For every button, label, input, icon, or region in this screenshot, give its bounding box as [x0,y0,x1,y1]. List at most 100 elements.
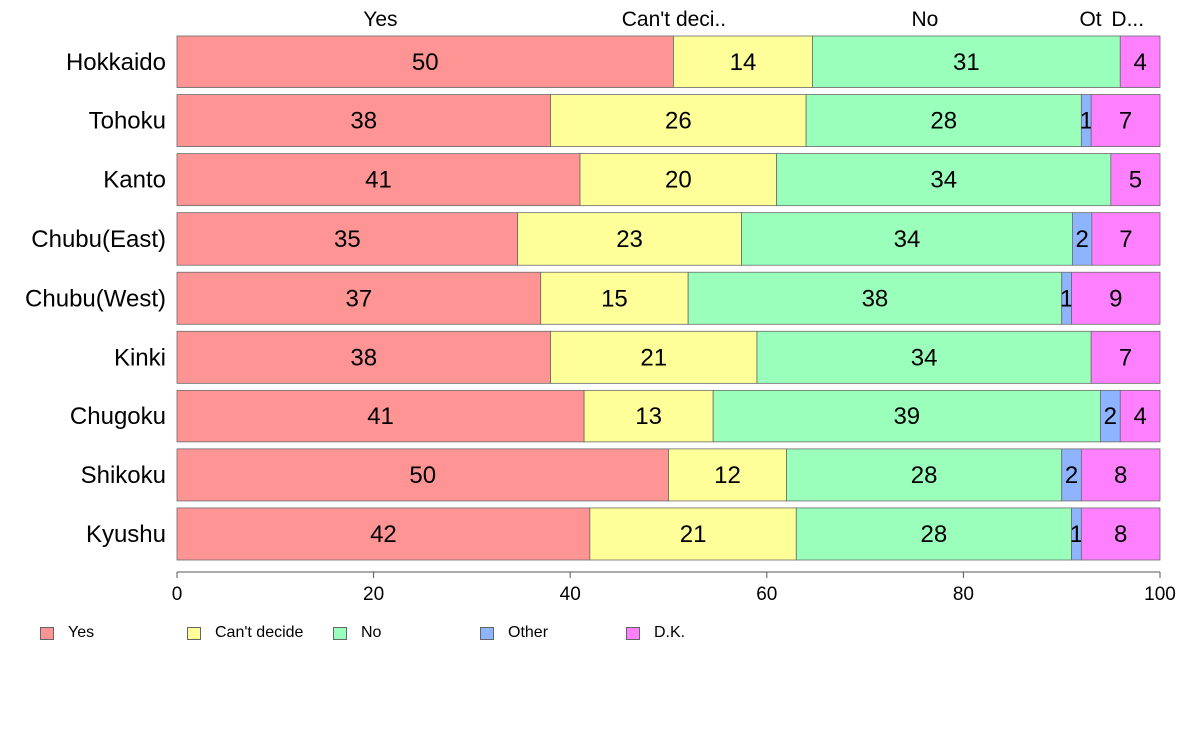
legend-label-yes: Yes [68,624,95,641]
value-label-hokkaido-d-k: 4 [1133,49,1146,76]
bar-shikoku-d-k [1080,448,1161,502]
value-label-chubu-west-d-k: 9 [1109,285,1122,312]
value-label-kanto-no: 34 [930,167,957,194]
x-tick-label-20: 20 [363,584,384,605]
legend-label-no: No [361,624,382,641]
value-label-chugoku-no: 39 [893,403,920,430]
value-label-kanto-can-t-decide: 20 [665,167,692,194]
bar-tohoku-yes [176,94,551,147]
bar-tohoku-d-k [1090,94,1161,147]
legend-item-cant-decide: Can't decide [187,622,303,644]
bar-chubu-west-yes [176,271,542,325]
category-label-hokkaido: Hokkaido [66,49,166,76]
legend-item-other: Other [480,622,548,644]
legend-swatch-other [480,626,494,640]
bar-hokkaido-d-k [1119,35,1161,88]
top-label-can-t-decide: Can't deci.. [622,8,726,31]
bar-kinki-can-t-decide [550,330,758,384]
legend: Yes Can't decide No Other D.K. [40,622,740,646]
legend-item-dk: D.K. [626,622,685,644]
bar-tohoku-no [805,94,1082,147]
legend-item-yes: Yes [40,622,94,644]
value-label-chubu-east-no: 34 [894,226,921,253]
bar-kinki-no [756,330,1092,384]
top-label-other: Ot [1079,8,1101,31]
bar-hokkaido-no [812,35,1121,88]
value-label-chubu-west-no: 38 [862,285,889,312]
category-label-tohoku: Tohoku [89,108,166,135]
bar-chugoku-can-t-decide [583,389,714,443]
legend-swatch-yes [40,626,54,640]
bar-chubu-east-no [741,212,1073,266]
value-label-shikoku-d-k: 8 [1114,462,1127,489]
legend-label-other: Other [508,624,549,641]
value-label-chubu-east-d-k: 7 [1119,226,1132,253]
value-label-shikoku-can-t-decide: 12 [714,462,741,489]
legend-swatch-dk [626,626,640,640]
x-tick-label-0: 0 [172,584,183,605]
bar-chubu-east-yes [176,212,519,266]
value-label-hokkaido-can-t-decide: 14 [730,49,757,76]
value-label-chubu-west-yes: 37 [346,285,373,312]
bar-hokkaido-yes [176,35,674,88]
x-tick-label-60: 60 [756,584,777,605]
value-label-kyushu-no: 28 [921,521,948,548]
category-label-chubu-east: Chubu(East) [31,226,166,253]
bar-kinki-d-k [1090,330,1161,384]
value-label-tohoku-other: 1 [1080,108,1093,135]
value-label-kanto-d-k: 5 [1129,167,1142,194]
value-label-hokkaido-no: 31 [953,49,980,76]
value-label-chubu-east-other: 2 [1075,226,1088,253]
bar-chubu-west-d-k [1071,271,1161,325]
legend-label-dk: D.K. [654,624,686,641]
value-label-hokkaido-yes: 50 [412,49,439,76]
value-label-shikoku-yes: 50 [409,462,436,489]
value-label-chubu-west-can-t-decide: 15 [601,285,628,312]
bar-kyushu-yes [176,507,591,561]
bar-chugoku-d-k [1119,389,1161,443]
legend-swatch-no [333,626,347,640]
value-label-kinki-d-k: 7 [1119,344,1132,371]
value-label-shikoku-other: 2 [1065,462,1078,489]
value-label-chugoku-other: 2 [1104,403,1117,430]
value-label-chubu-west-other: 1 [1060,285,1073,312]
value-label-chugoku-yes: 41 [367,403,394,430]
bar-tohoku-can-t-decide [550,94,807,147]
bar-kyushu-d-k [1080,507,1161,561]
value-label-shikoku-no: 28 [911,462,938,489]
value-label-kyushu-other: 1 [1070,521,1083,548]
x-tick-label-80: 80 [953,584,974,605]
bar-chugoku-yes [176,389,585,443]
legend-swatch-cant-decide [187,626,201,640]
bar-kinki-yes [176,330,551,384]
category-label-chubu-west: Chubu(West) [25,285,166,312]
bar-chubu-east-d-k [1091,212,1161,266]
value-label-chubu-east-can-t-decide: 23 [616,226,643,253]
bar-shikoku-can-t-decide [668,448,787,502]
value-label-chugoku-can-t-decide: 13 [635,403,662,430]
bar-chugoku-no [712,389,1101,443]
bar-chubu-west-no [687,271,1063,325]
category-label-shikoku: Shikoku [81,462,166,489]
value-label-kinki-yes: 38 [350,344,377,371]
bar-kanto-can-t-decide [579,153,778,207]
top-label-no: No [911,8,938,31]
top-label-d-k: D... [1111,8,1144,31]
value-label-tohoku-no: 28 [930,108,957,135]
value-label-kinki-can-t-decide: 21 [640,344,667,371]
value-label-kyushu-yes: 42 [370,521,397,548]
value-label-kinki-no: 34 [911,344,938,371]
bar-hokkaido-can-t-decide [673,35,813,88]
legend-label-cant-decide: Can't decide [215,624,304,641]
value-label-kanto-yes: 41 [365,167,392,194]
bar-shikoku-yes [176,448,669,502]
bar-kyushu-can-t-decide [589,507,797,561]
category-label-kinki: Kinki [114,344,166,371]
category-label-chugoku: Chugoku [70,403,166,430]
value-label-chugoku-d-k: 4 [1133,403,1146,430]
x-tick-label-40: 40 [560,584,581,605]
category-label-kyushu: Kyushu [86,521,166,548]
bar-kanto-d-k [1110,153,1161,207]
value-label-tohoku-yes: 38 [350,108,377,135]
